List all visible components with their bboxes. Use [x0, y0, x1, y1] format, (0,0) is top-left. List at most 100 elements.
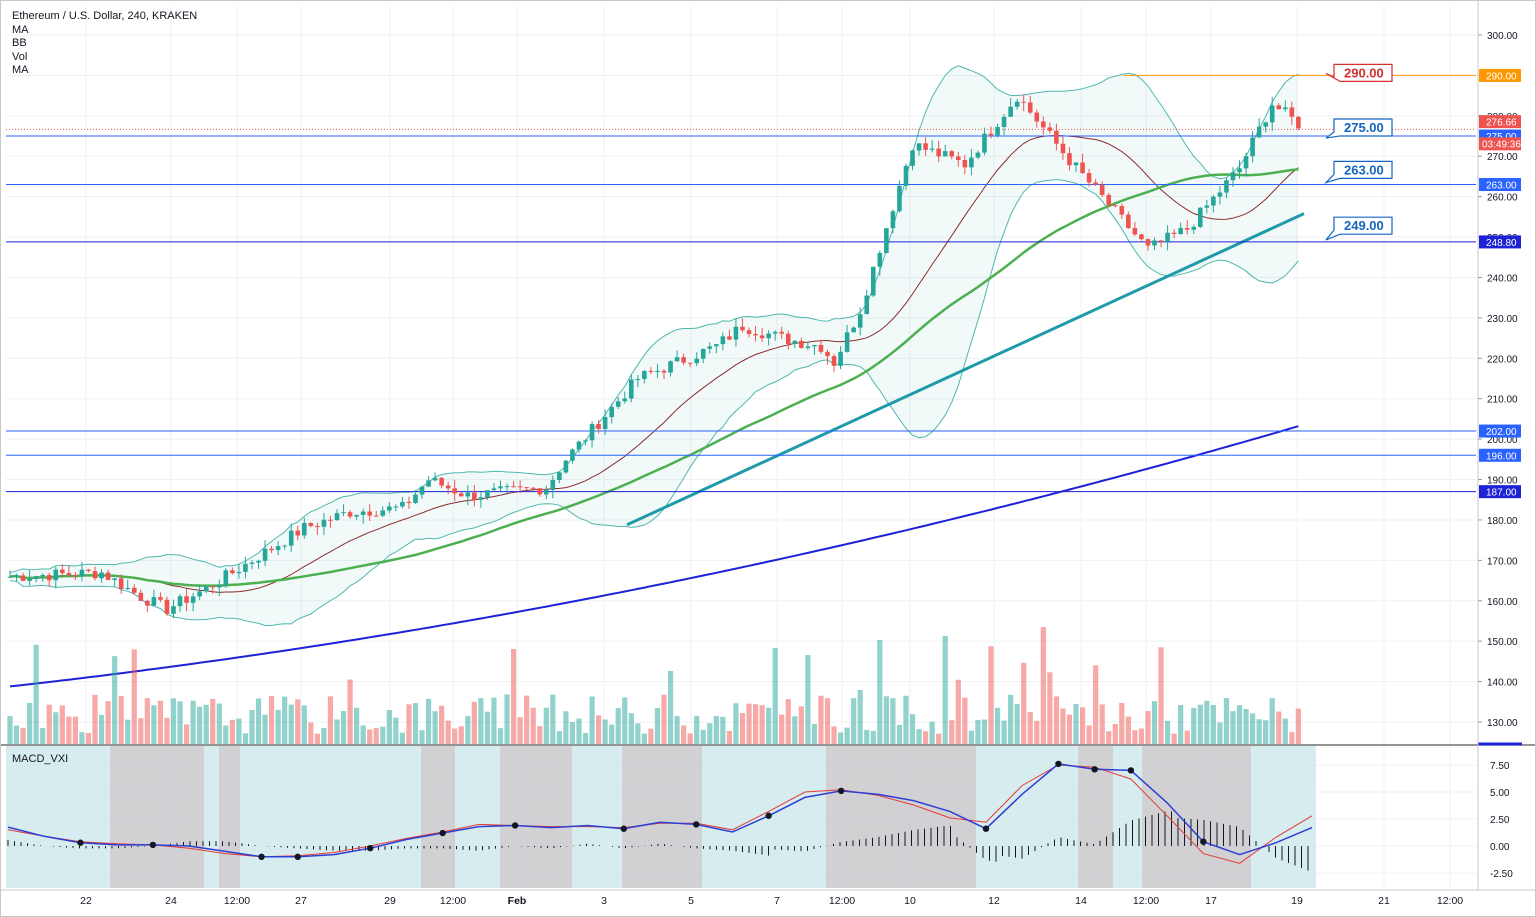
- candle-body: [20, 575, 26, 581]
- price-tick-label: 200.00: [1487, 435, 1518, 446]
- volume-bar: [491, 697, 497, 744]
- macd-title[interactable]: MACD_VXI: [12, 753, 69, 765]
- candle-body: [190, 596, 196, 603]
- volume-bar: [308, 722, 314, 744]
- candle-body: [308, 523, 314, 527]
- candle-body: [262, 548, 268, 561]
- candle-body: [1021, 101, 1026, 103]
- macd-tick-label: 5.00: [1490, 788, 1510, 799]
- candle-body: [1269, 105, 1275, 123]
- indicator-vol[interactable]: Vol: [12, 50, 28, 63]
- candle-body: [818, 344, 824, 352]
- candle-body: [923, 143, 928, 150]
- candle-body: [929, 148, 935, 150]
- candle-body: [583, 440, 588, 442]
- candle-body: [66, 573, 72, 576]
- volume-bar: [497, 728, 504, 744]
- candle-body: [1001, 116, 1007, 127]
- volume-bar: [406, 704, 412, 744]
- volume-bar: [1138, 728, 1145, 744]
- macd-cross-dot: [765, 812, 772, 819]
- volume-bar: [713, 716, 719, 744]
- candle-body: [321, 519, 327, 527]
- volume-bar: [203, 704, 209, 744]
- indicator-bb[interactable]: BB: [12, 37, 27, 50]
- volume-bar: [805, 655, 811, 744]
- candle-body: [772, 331, 778, 334]
- price-tick-label: 190.00: [1487, 476, 1518, 487]
- price-tick-label: 260.00: [1487, 193, 1518, 204]
- indicator-ma-1[interactable]: MA: [12, 23, 29, 36]
- macd-regime-band: [1113, 746, 1142, 888]
- candle-body: [674, 357, 680, 362]
- candle-body: [203, 586, 209, 592]
- candle-body: [1126, 214, 1131, 229]
- macd-regime-band: [572, 746, 622, 888]
- macd-regime-band: [6, 746, 73, 888]
- volume-bar: [1158, 647, 1164, 744]
- candle-body: [517, 486, 523, 488]
- volume-bar: [92, 694, 98, 744]
- candle-body: [897, 185, 902, 212]
- candle-body: [1145, 239, 1151, 246]
- candle-body: [622, 398, 628, 402]
- volume-bar: [903, 695, 909, 744]
- time-tick-label: 22: [80, 895, 92, 907]
- volume-bar: [327, 696, 334, 744]
- volume-bar: [197, 706, 203, 744]
- candle-body: [197, 591, 202, 597]
- price-tick-label: 170.00: [1487, 556, 1518, 567]
- candle-body: [46, 574, 52, 581]
- volume-bar: [615, 708, 621, 744]
- time-tick-label: 24: [165, 895, 177, 907]
- macd-regime-band: [976, 746, 1078, 888]
- candle-body: [714, 344, 719, 347]
- volume-bar: [190, 700, 196, 744]
- volume-bar: [851, 698, 857, 744]
- macd-cross-dot: [511, 822, 519, 829]
- volume-bar: [537, 726, 543, 744]
- volume-bar: [1093, 665, 1099, 744]
- volume-bar: [1001, 720, 1007, 744]
- volume-bar: [1066, 714, 1073, 744]
- volume-bar: [1178, 704, 1184, 744]
- ma-blue-line: [9, 425, 1299, 688]
- macd-tick-label: 0.00: [1490, 842, 1510, 853]
- candle-body: [288, 530, 294, 546]
- macd-cross-dot: [258, 853, 265, 860]
- volume-bar: [46, 704, 52, 744]
- candle-body: [151, 597, 157, 606]
- volume-bar: [321, 728, 327, 744]
- volume-bar: [151, 705, 157, 744]
- candle-body: [1256, 126, 1262, 138]
- candle-body: [269, 548, 274, 551]
- volume-bar: [968, 730, 974, 744]
- macd-cross-dot: [439, 829, 446, 837]
- volume-bar: [524, 695, 530, 744]
- volume-bar: [1230, 711, 1236, 744]
- volume-bar: [1289, 732, 1295, 744]
- volume-bar: [1086, 725, 1092, 744]
- indicator-ma-2[interactable]: MA: [12, 64, 29, 77]
- candle-body: [635, 379, 641, 381]
- volume-bar: [269, 695, 275, 744]
- last-price-badge: 276.66: [1486, 118, 1517, 129]
- candle-body: [530, 487, 536, 489]
- volume-bar: [883, 696, 889, 744]
- volume-bar: [596, 715, 602, 744]
- candle-body: [118, 578, 124, 590]
- volume-bar: [27, 702, 33, 744]
- axis-badge-3: 248.80: [1486, 238, 1517, 249]
- symbol-title[interactable]: Ethereum / U.S. Dollar, 240, KRAKEN: [12, 10, 198, 22]
- price-tick-label: 300.00: [1487, 31, 1518, 42]
- candle-body: [223, 570, 229, 585]
- macd-tick-label: 2.50: [1490, 815, 1510, 826]
- volume-bars: [7, 627, 1301, 744]
- volume-bar: [399, 732, 405, 744]
- macd-regime-band: [1251, 746, 1316, 888]
- candle-body: [779, 331, 785, 334]
- candle-body: [831, 356, 837, 366]
- candle-body: [1230, 172, 1236, 181]
- volume-bar: [981, 719, 988, 744]
